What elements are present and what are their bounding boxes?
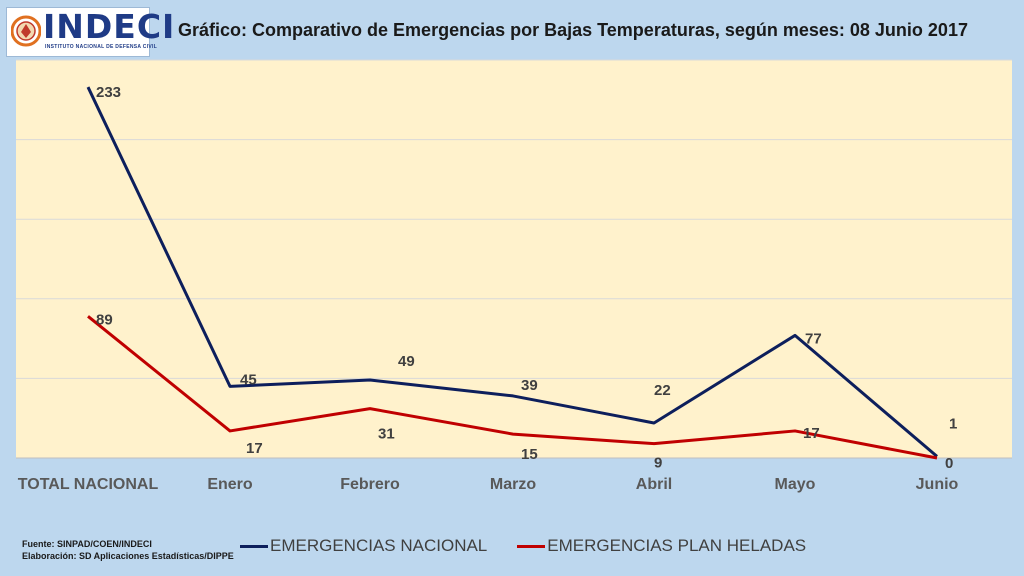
x-axis-ticks: TOTAL NACIONAL Enero Febrero Marzo Abril Mayo…	[18, 476, 959, 493]
source-line-2: Elaboración: SD Aplicaciones Estadística…	[22, 551, 234, 561]
source-line-1: Fuente: SINPAD/COEN/INDECI	[22, 539, 152, 549]
series-lines	[86, 86, 938, 460]
chart-legend: EMERGENCIAS NACIONAL EMERGENCIAS PLAN HE…	[240, 535, 836, 557]
header-band	[0, 0, 1024, 60]
data-label-0-3: 39	[521, 377, 538, 394]
data-label-0-4: 22	[654, 382, 671, 399]
legend-swatch-nacional	[240, 544, 268, 548]
data-label-1-6: 0	[945, 455, 953, 472]
x-tick-label-5: Mayo	[775, 476, 816, 493]
source-note: Fuente: SINPAD/COEN/INDECI Elaboración: …	[22, 538, 234, 562]
logo-subtext: INSTITUTO NACIONAL DE DEFENSA CIVIL	[45, 44, 158, 50]
data-label-1-5: 17	[803, 425, 820, 442]
series-line-0	[86, 86, 938, 458]
legend-label-nacional: EMERGENCIAS NACIONAL	[270, 536, 488, 555]
x-tick-label-2: Febrero	[340, 476, 400, 493]
x-tick-label-1: Enero	[207, 476, 253, 493]
data-label-0-1: 45	[240, 371, 257, 388]
data-label-1-0: 89	[96, 311, 113, 328]
data-label-0-6: 1	[949, 415, 957, 432]
shield-icon	[11, 15, 41, 47]
data-labels: 233 45 49 39 22 77 1 89 17 31 15 9 17 0	[96, 84, 957, 472]
legend-swatch-heladas	[517, 544, 546, 548]
data-label-0-5: 77	[805, 330, 822, 347]
chart-title: Gráfico: Comparativo de Emergencias por …	[178, 20, 968, 40]
data-label-0-0: 233	[96, 84, 121, 101]
legend-item-nacional: EMERGENCIAS NACIONAL	[240, 536, 487, 556]
data-label-1-2: 31	[378, 426, 395, 443]
x-tick-label-4: Abril	[636, 476, 672, 493]
data-label-0-2: 49	[398, 353, 415, 370]
x-tick-label-0: TOTAL NACIONAL	[18, 476, 159, 493]
indeci-logo: INDECI INSTITUTO NACIONAL DE DEFENSA CIV…	[6, 7, 174, 57]
x-tick-label-6: Junio	[916, 476, 959, 493]
data-label-1-3: 15	[521, 446, 538, 463]
x-tick-label-3: Marzo	[490, 476, 536, 493]
data-label-1-4: 9	[654, 455, 662, 472]
gridlines	[16, 59, 1012, 459]
logo-text: INDECI	[43, 7, 176, 46]
data-label-1-1: 17	[246, 440, 263, 457]
series-line-1	[87, 315, 938, 460]
legend-item-heladas: EMERGENCIAS PLAN HELADAS	[517, 536, 806, 556]
legend-label-heladas: EMERGENCIAS PLAN HELADAS	[547, 536, 807, 555]
